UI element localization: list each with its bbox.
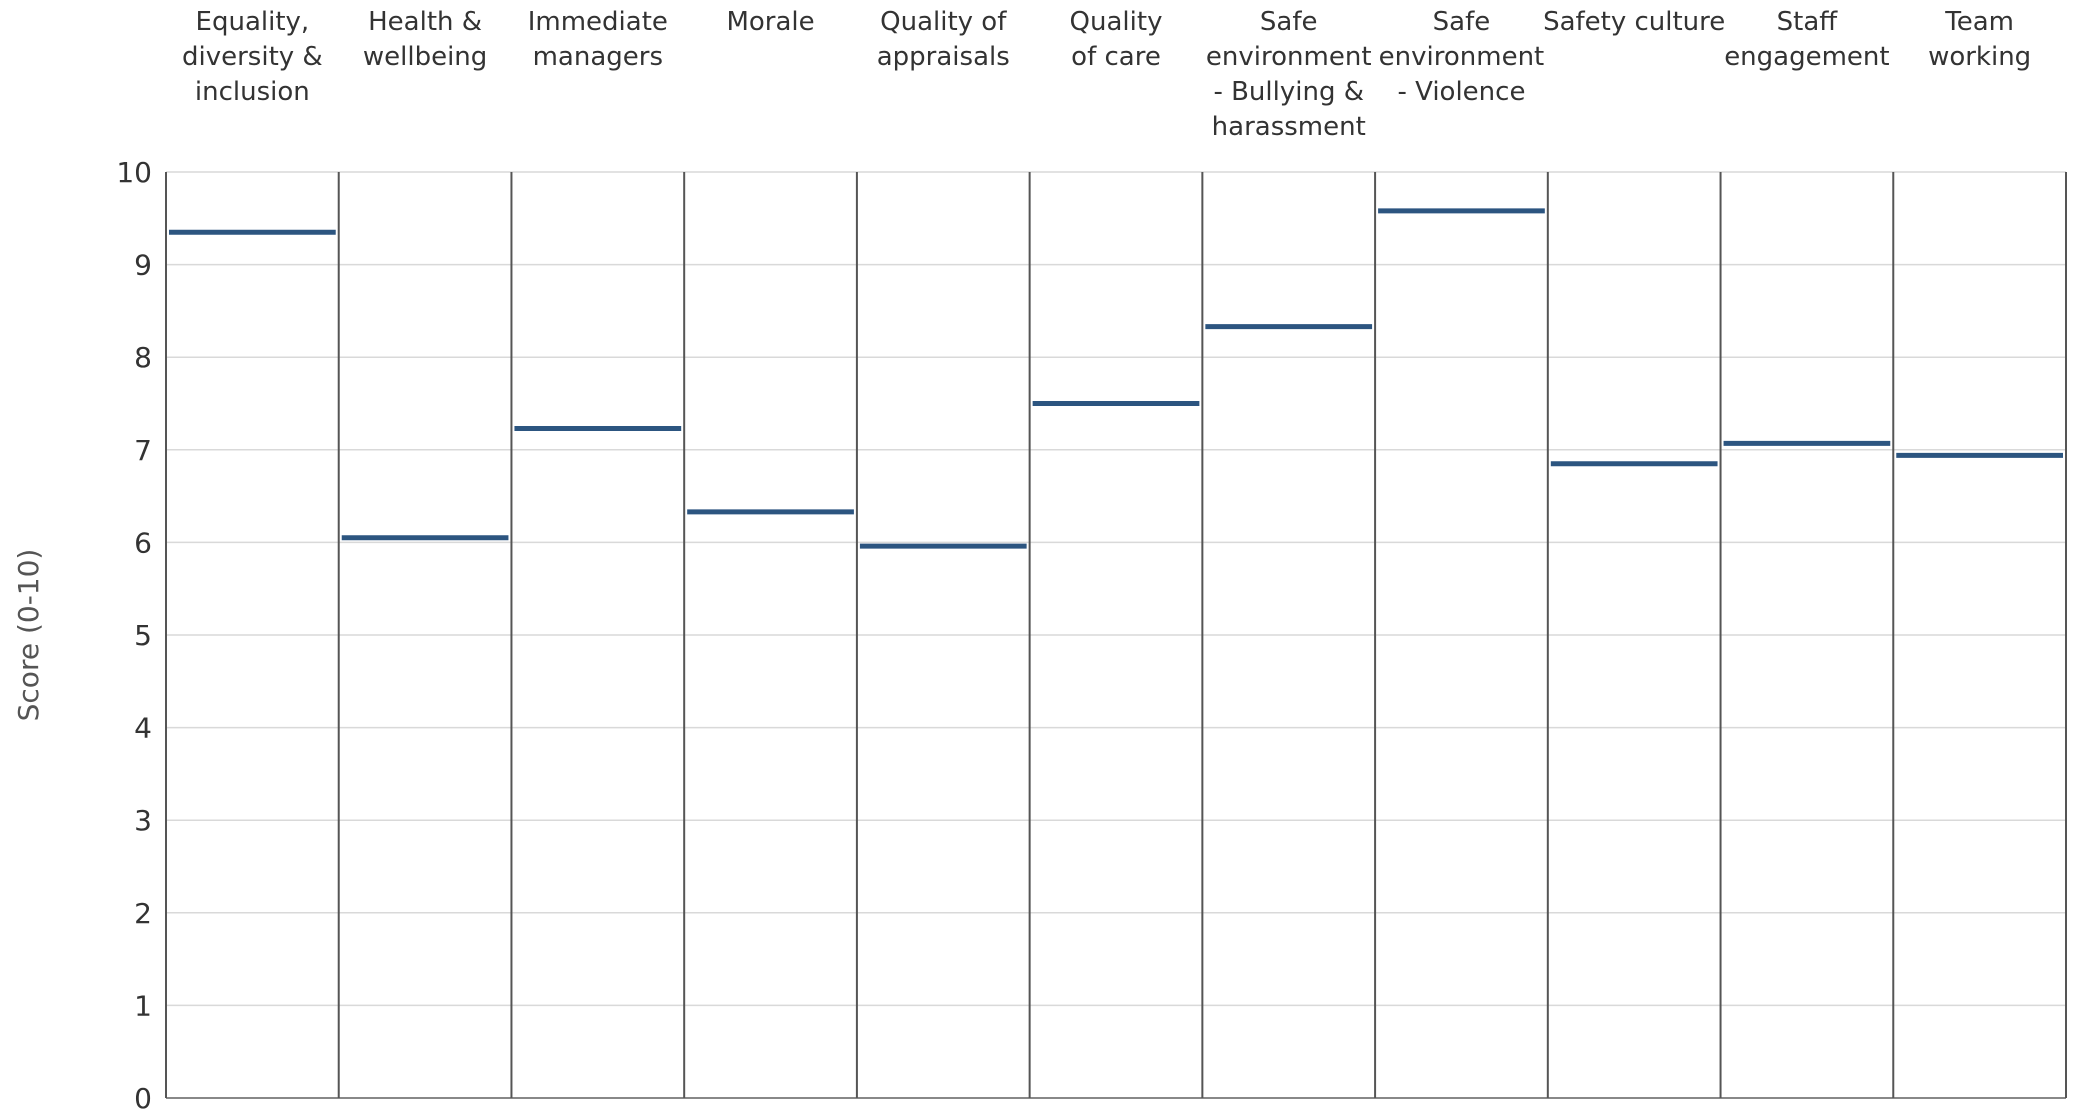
- category-label: Team working: [1928, 7, 2031, 72]
- category-label: Quality of appraisals: [877, 7, 1010, 72]
- category-label: Immediate managers: [528, 7, 668, 72]
- y-axis-ticks: 0 1 2 3 4 5 6 7 8 9 10: [116, 156, 152, 1112]
- y-tick-label: 5: [134, 619, 152, 652]
- category-label: Safe environment - Violence: [1379, 7, 1545, 107]
- y-tick-label: 0: [134, 1082, 152, 1112]
- category-label: Quality of care: [1070, 7, 1163, 72]
- y-tick-label: 3: [134, 804, 152, 837]
- category-label: Safety culture: [1543, 7, 1725, 37]
- y-tick-label: 6: [134, 526, 152, 559]
- score-markers: [169, 208, 2063, 549]
- y-tick-label: 10: [116, 156, 152, 189]
- category-label: Morale: [726, 7, 814, 37]
- category-labels: Equality, diversity & inclusion Health & wel…: [182, 7, 2031, 142]
- y-tick-label: 2: [134, 897, 152, 930]
- category-label: Staff engagement: [1724, 7, 1889, 72]
- category-label: Health & wellbeing: [363, 7, 487, 72]
- y-axis-title: Score (0-10): [12, 549, 45, 722]
- category-label: Equality, diversity & inclusion: [182, 7, 323, 107]
- y-tick-label: 7: [134, 434, 152, 467]
- gridlines: [166, 171, 2066, 1099]
- y-tick-label: 8: [134, 341, 152, 374]
- category-label: Safe environment - Bullying & harassment: [1206, 7, 1372, 142]
- category-dividers: [165, 172, 2067, 1098]
- y-tick-label: 1: [134, 989, 152, 1022]
- y-tick-label: 9: [134, 249, 152, 282]
- y-tick-label: 4: [134, 712, 152, 745]
